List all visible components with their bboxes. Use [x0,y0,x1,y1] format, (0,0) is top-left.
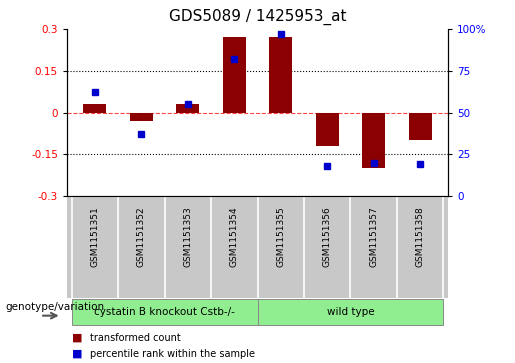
Text: GSM1151353: GSM1151353 [183,206,192,267]
Text: GSM1151354: GSM1151354 [230,206,239,267]
FancyBboxPatch shape [258,299,443,325]
Text: GSM1151352: GSM1151352 [137,206,146,267]
Bar [83,104,107,113]
Bar [130,113,153,121]
Text: GSM1151357: GSM1151357 [369,206,378,267]
Text: GSM1151356: GSM1151356 [323,206,332,267]
Text: wild type: wild type [327,307,374,317]
Text: GSM1151358: GSM1151358 [416,206,425,267]
FancyBboxPatch shape [72,299,258,325]
Bar [362,113,385,168]
Text: ■: ■ [72,333,82,343]
Bar [176,104,199,113]
Bar [222,37,246,113]
Text: ■: ■ [72,349,82,359]
Bar [408,113,432,140]
Text: genotype/variation: genotype/variation [5,302,104,312]
Bar [316,113,339,146]
Text: transformed count: transformed count [90,333,181,343]
Title: GDS5089 / 1425953_at: GDS5089 / 1425953_at [169,9,346,25]
Text: GSM1151351: GSM1151351 [90,206,99,267]
Bar [269,37,293,113]
Text: GSM1151355: GSM1151355 [276,206,285,267]
Text: percentile rank within the sample: percentile rank within the sample [90,349,255,359]
Text: cystatin B knockout Cstb-/-: cystatin B knockout Cstb-/- [94,307,235,317]
